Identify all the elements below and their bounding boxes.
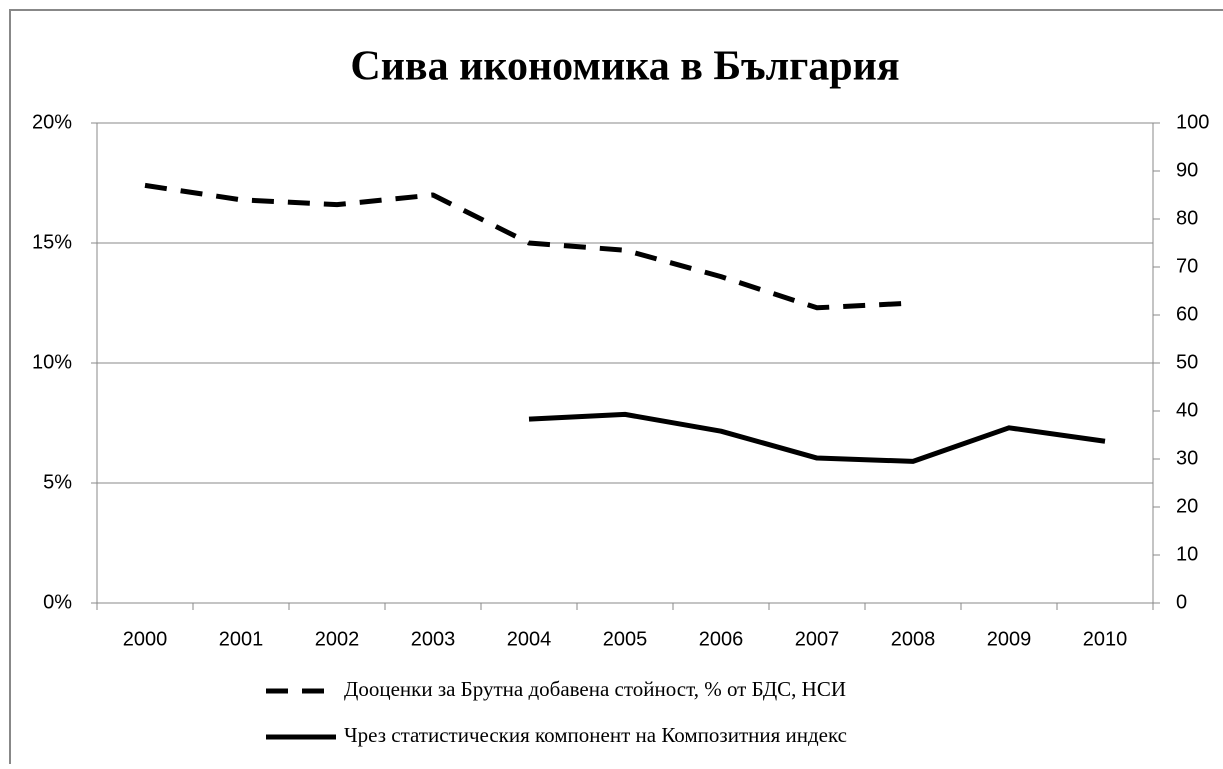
y2-tick-label: 10: [1176, 543, 1198, 565]
x-tick-label: 2003: [411, 628, 456, 650]
chart-title: Сива икономика в България: [350, 44, 899, 90]
y2-tick-label: 0: [1176, 591, 1187, 613]
y2-tick-label: 50: [1176, 351, 1198, 373]
y2-tick-label: 20: [1176, 495, 1198, 517]
y2-tick-label: 70: [1176, 255, 1198, 277]
series-line: [144, 182, 914, 311]
x-tick-label: 2006: [699, 628, 744, 650]
x-tick-label: 2008: [891, 628, 936, 650]
y-tick-label: 15%: [32, 231, 72, 253]
y2-tick-label: 80: [1176, 207, 1198, 229]
y2-tick-label: 90: [1176, 159, 1198, 181]
x-tick-label: 2004: [507, 628, 552, 650]
x-tick-label: 2007: [795, 628, 840, 650]
chart-frame: [9, 9, 1223, 769]
x-tick-label: 2009: [987, 628, 1032, 650]
y-tick-label: 20%: [32, 111, 72, 133]
y-tick-label: 0%: [43, 591, 72, 613]
legend-label: Дооценки за Брутна добавена стойност, % …: [344, 677, 846, 701]
x-tick-label: 2001: [219, 628, 264, 650]
y2-tick-label: 30: [1176, 447, 1198, 469]
x-tick-label: 2000: [123, 628, 168, 650]
y-tick-label: 5%: [43, 471, 72, 493]
y2-tick-label: 40: [1176, 399, 1198, 421]
y-tick-label: 10%: [32, 351, 72, 373]
x-tick-label: 2010: [1083, 628, 1128, 650]
x-tick-label: 2002: [315, 628, 360, 650]
y2-tick-label: 100: [1176, 111, 1209, 133]
legend-label: Чрез статистическия компонент на Компози…: [344, 723, 847, 747]
series-line: [528, 411, 1106, 464]
x-tick-label: 2005: [603, 628, 648, 650]
y2-tick-label: 60: [1176, 303, 1198, 325]
